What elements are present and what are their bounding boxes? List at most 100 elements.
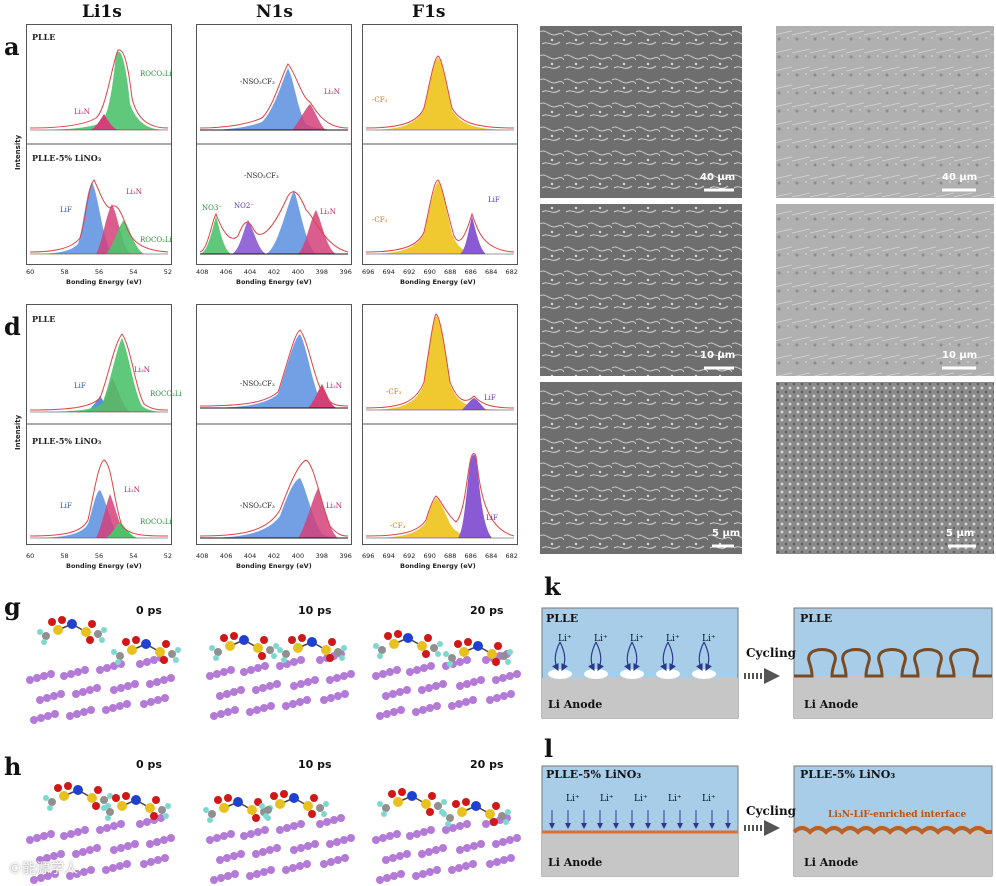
fit-f-bot (365, 453, 515, 537)
ann-e-top-li3n: Li₃N (326, 382, 342, 390)
ann-c-bot-lif: LiF (488, 196, 500, 204)
schematics (541, 607, 993, 877)
ann-d-bot-lif: LiF (60, 502, 72, 510)
sem-j-3 (776, 382, 994, 554)
l-li-ion-5: Li⁺ (702, 794, 716, 804)
k-li-ion-5: Li⁺ (702, 634, 716, 644)
l-right-interface (792, 826, 992, 835)
tick-c-3: 690 (423, 268, 436, 276)
peak-b-top-li3n (292, 104, 326, 130)
ann-b-top-li3n: Li₃N (324, 88, 340, 96)
xps-panel-f (362, 304, 518, 545)
ann-b-bot-nso2cf3: -NSO₂CF₃ (244, 172, 279, 180)
ann-a-top-li3n: Li₃N (74, 108, 90, 116)
ann-a-bot-roco2li: ROCO₂Li (140, 236, 172, 244)
y-axis-label-bottom: Intensity (14, 414, 22, 450)
tick-a-3: 54 (129, 268, 138, 276)
tick-f-6: 684 (485, 552, 498, 560)
k-left-flux (552, 641, 712, 672)
k-left-anode-label: Li Anode (548, 698, 603, 711)
k-li-ion-3: Li⁺ (630, 634, 644, 644)
tick-b-6: 396 (339, 268, 352, 276)
scale-i-1: 40 μm (700, 172, 736, 183)
ann-e-bot-li3n: Li₃N (326, 502, 342, 510)
tick-a-1: 58 (60, 268, 69, 276)
k-li-ion-2: Li⁺ (594, 634, 608, 644)
panel-label-l: l (544, 734, 554, 763)
scale-j-2: 10 μm (942, 350, 978, 361)
ann-f-bot-lif: LiF (486, 514, 498, 522)
peak-e-bot-li3n (298, 488, 338, 538)
tick-e-3: 402 (267, 552, 281, 560)
ann-f-bot-cf3: -CF₃ (390, 522, 406, 530)
tick-e-1: 406 (219, 552, 233, 560)
tick-c-6: 684 (485, 268, 498, 276)
ticks-b: 408 406 404 402 400 398 396 (196, 268, 352, 276)
time-h-20: 20 ps (470, 758, 504, 771)
tick-b-1: 406 (219, 268, 233, 276)
tick-e-2: 404 (243, 552, 257, 560)
col-header-li1s: Li1s (82, 2, 122, 22)
ann-c-top-cf3: -CF₃ (372, 96, 388, 104)
watermark: ©能源学人 (8, 861, 78, 877)
tick-c-0: 696 (362, 268, 375, 276)
peak-b-top-nso2cf3 (200, 68, 348, 130)
sem-i-2 (540, 204, 742, 376)
sample-label-a-bot: PLLE-5% LiNO₃ (32, 153, 102, 163)
xps-block-top (26, 24, 352, 265)
md-h-20-mol1 (376, 787, 448, 818)
scale-i-2: 10 μm (700, 350, 736, 361)
l-right-anode-label: Li Anode (804, 856, 859, 869)
xlabel-c: Bonding Energy (eV) (400, 278, 476, 286)
md-h-10-li (206, 814, 355, 884)
l-right-anode (794, 832, 992, 876)
xlabel-f: Bonding Energy (eV) (400, 562, 476, 570)
peak-c-bot-cf3 (366, 182, 482, 254)
ann-d-bot-li3n: Li₃N (124, 486, 140, 494)
md-g-20-mol1 (372, 629, 444, 660)
tick-c-1: 694 (382, 268, 395, 276)
k-right-dendrites (794, 648, 992, 678)
tick-e-5: 398 (315, 552, 329, 560)
tick-a-4: 52 (163, 268, 172, 276)
xlabel-e: Bonding Energy (eV) (236, 562, 312, 570)
ann-b-top-nso2cf3: -NSO₂CF₃ (240, 78, 275, 86)
l-li-ion-2: Li⁺ (600, 794, 614, 804)
peak-a-top-li3n (90, 114, 118, 130)
ticks-d: 60 58 56 54 52 (26, 552, 172, 560)
sem-j-1 (776, 26, 994, 198)
panel-label-h: h (4, 752, 22, 781)
ann-a-bot-li3n: Li₃N (126, 188, 142, 196)
tick-d-2: 56 (94, 552, 104, 560)
k-li-ion-4: Li⁺ (666, 634, 680, 644)
xlabel-a: Bonding Energy (eV) (66, 278, 142, 286)
peak-f-bot-cf3 (366, 498, 514, 538)
fit-a-bot (29, 179, 169, 253)
fit-d-bot (29, 459, 169, 537)
l-li-ion-4: Li⁺ (668, 794, 682, 804)
ticks-c: 696 694 692 690 688 686 684 682 (362, 268, 518, 276)
tick-b-4: 400 (291, 268, 305, 276)
l-left-title: PLLE-5% LiNO₃ (546, 768, 642, 781)
time-g-10: 10 ps (298, 604, 332, 617)
panel-label-d: d (4, 312, 21, 341)
scale-j-1: 40 μm (942, 172, 978, 183)
sample-label-d-top: PLLE (32, 314, 56, 324)
tick-b-3: 402 (267, 268, 281, 276)
panel-label-a: a (4, 32, 20, 61)
tick-b-5: 398 (315, 268, 329, 276)
sem-grid (540, 26, 994, 554)
tick-f-5: 686 (464, 552, 477, 560)
fit-e-top (199, 329, 349, 407)
l-cycling-label: Cycling (746, 804, 797, 818)
tick-f-3: 690 (423, 552, 436, 560)
tick-d-1: 58 (60, 552, 69, 560)
peak-d-top-roco2li (30, 338, 168, 412)
sample-label-a-top: PLLE (32, 32, 56, 42)
scale-j-3: 5 μm (946, 528, 975, 539)
k-right-anode-label: Li Anode (804, 698, 859, 711)
l-li-ion-3: Li⁺ (634, 794, 648, 804)
tick-f-4: 688 (444, 552, 457, 560)
tick-c-2: 692 (403, 268, 416, 276)
fit-b-top (199, 63, 349, 129)
